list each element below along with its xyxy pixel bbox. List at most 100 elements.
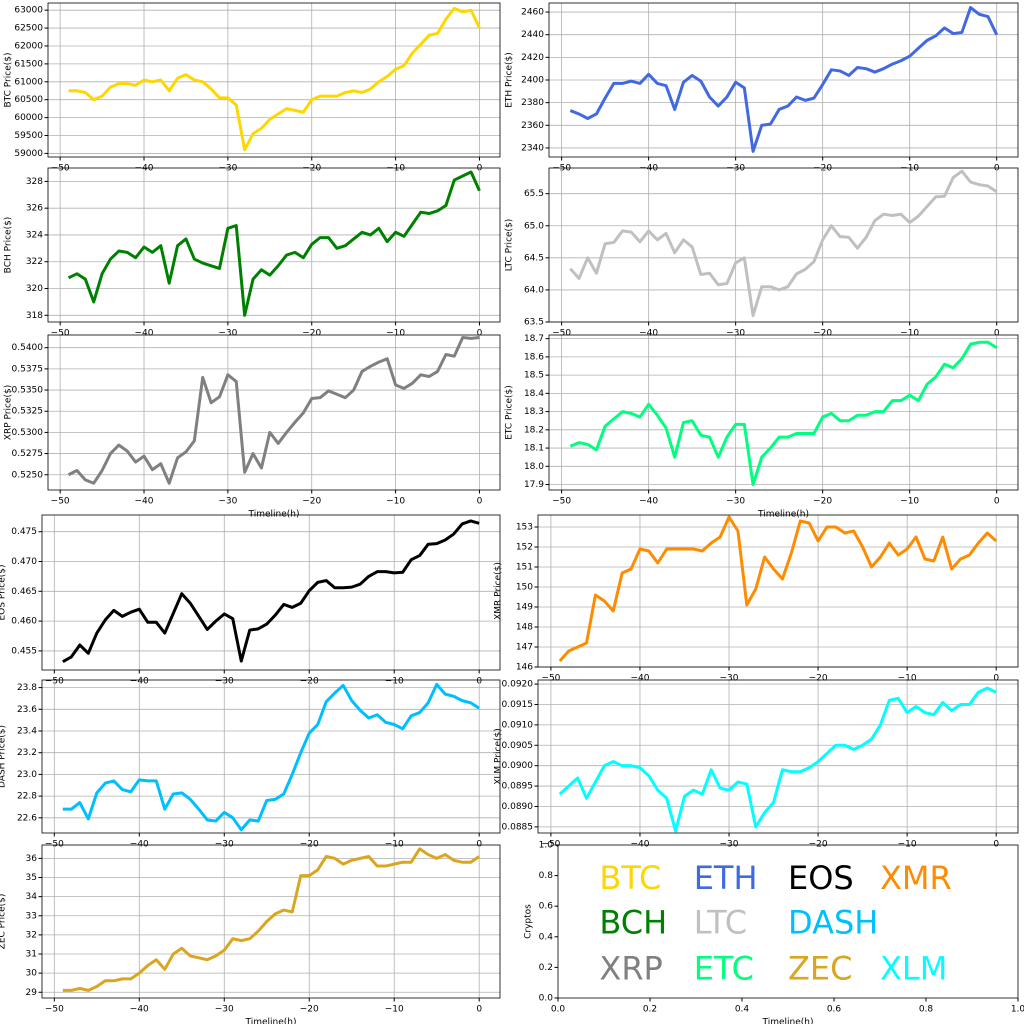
x-tick-label: 0 <box>476 840 482 850</box>
y-tick-label: 0.5250 <box>12 470 44 480</box>
x-tick-label: −30 <box>215 1005 234 1015</box>
y-tick-label: 320 <box>26 284 43 294</box>
y-tick-label: 18.5 <box>524 371 544 381</box>
x-tick-label: 0 <box>994 497 1000 507</box>
x-tick-label: 0 <box>477 329 483 339</box>
x-tick-label: −30 <box>726 329 745 339</box>
y-axis-label: LTC Price($) <box>505 219 515 272</box>
axes-frame <box>557 844 1019 999</box>
y-tick-label: 149 <box>516 603 533 613</box>
y-tick-label: 22.8 <box>17 792 37 802</box>
y-tick-label: 0.0920 <box>502 680 534 690</box>
x-tick-label: −30 <box>726 497 745 507</box>
x-tick-label: −30 <box>720 840 739 850</box>
y-tick-label: 0.0895 <box>502 782 534 792</box>
x-tick-label: −10 <box>900 329 919 339</box>
axes-frame <box>47 2 501 158</box>
y-tick-label: 59500 <box>14 131 43 141</box>
x-axis-label: Timeline(h) <box>248 510 300 520</box>
price-line <box>68 6 481 152</box>
y-tick-label: 153 <box>516 523 533 533</box>
price-line <box>67 336 480 485</box>
x-tick-label: −10 <box>386 497 405 507</box>
y-tick-label: 31 <box>26 950 37 960</box>
crypto-label: XRP <box>599 949 662 987</box>
x-tick-label: −20 <box>300 1005 319 1015</box>
x-tick-label: 0 <box>993 840 999 850</box>
crypto-label: ETH <box>694 859 758 897</box>
x-tick-label: −40 <box>630 840 649 850</box>
y-axis-label: Cryptos <box>524 904 534 939</box>
x-tick-label: −50 <box>45 840 64 850</box>
y-tick-label: 0.0900 <box>502 761 534 771</box>
y-axis-label: BTC Price($) <box>4 53 14 108</box>
x-tick-label: 0 <box>476 1005 482 1015</box>
x-tick-label: −30 <box>720 674 739 684</box>
x-tick-label: −30 <box>215 840 234 850</box>
price-line <box>62 519 480 663</box>
crypto-label: XLM <box>880 949 947 987</box>
y-tick-label: 0.5325 <box>12 407 44 417</box>
y-tick-label: 2360 <box>521 121 544 131</box>
y-tick-label: 62500 <box>14 24 43 34</box>
crypto-label: EOS <box>788 859 854 897</box>
y-tick-label: 0.5400 <box>12 343 44 353</box>
x-axis-label: Timeline(h) <box>757 510 809 520</box>
axes-frame <box>537 679 1019 834</box>
x-tick-label: −20 <box>300 840 319 850</box>
x-tick-label: −20 <box>302 329 321 339</box>
y-tick-label: 18.1 <box>524 444 544 454</box>
y-tick-label: 324 <box>26 230 43 240</box>
price-line <box>569 169 998 318</box>
y-axis-label: XLM Price($) <box>494 728 504 785</box>
price-line <box>67 170 481 317</box>
y-tick-label: 23.2 <box>17 748 37 758</box>
axes-frame <box>47 334 501 491</box>
y-tick-label: 23.4 <box>17 727 37 737</box>
x-axis-label: Timeline(h) <box>762 1018 814 1024</box>
y-tick-label: 0.460 <box>11 617 37 627</box>
x-tick-label: −40 <box>130 840 149 850</box>
y-tick-label: 2420 <box>521 53 544 63</box>
y-tick-label: 318 <box>26 311 43 321</box>
y-tick-label: 2440 <box>521 30 544 40</box>
y-tick-label: 17.9 <box>524 480 544 490</box>
x-tick-label: −50 <box>45 1005 64 1015</box>
crypto-label: DASH <box>788 904 878 942</box>
y-tick-label: 18.2 <box>524 425 544 435</box>
price-line <box>62 847 481 992</box>
y-tick-label: 23.6 <box>17 705 37 715</box>
y-tick-label: 18.6 <box>524 352 544 362</box>
y-tick-label: 60000 <box>14 113 43 123</box>
x-tick-label: −40 <box>135 497 154 507</box>
y-tick-label: 0.5350 <box>12 386 44 396</box>
y-tick-label: 146 <box>516 663 533 673</box>
x-tick-label: −20 <box>813 497 832 507</box>
y-tick-label: 18.0 <box>524 462 544 472</box>
y-tick-label: 63.5 <box>524 318 544 328</box>
y-axis-label: ZEC Price($) <box>0 894 8 950</box>
x-tick-label: −20 <box>809 674 828 684</box>
y-tick-label: 0.6 <box>539 902 554 912</box>
crypto-label: ZEC <box>788 949 852 987</box>
x-tick-label: 1.0 <box>1011 1005 1024 1015</box>
axes-frame <box>41 844 501 999</box>
price-line <box>569 340 998 487</box>
x-tick-label: 0 <box>994 329 1000 339</box>
x-tick-label: −40 <box>639 329 658 339</box>
y-tick-label: 322 <box>26 257 43 267</box>
y-tick-label: 23.8 <box>17 683 37 693</box>
y-tick-label: 1.0 <box>539 841 554 851</box>
x-tick-label: −10 <box>898 840 917 850</box>
y-axis-label: EOS Price($) <box>0 564 8 620</box>
x-tick-label: −40 <box>639 497 658 507</box>
y-tick-label: 63000 <box>14 6 43 16</box>
y-tick-label: 30 <box>26 969 38 979</box>
y-axis-label: ETH Price($) <box>505 52 515 108</box>
y-tick-label: 0.0885 <box>502 822 534 832</box>
y-tick-label: 148 <box>516 623 533 633</box>
x-tick-label: −50 <box>541 674 560 684</box>
y-tick-label: 32 <box>26 930 37 940</box>
price-line <box>569 6 999 153</box>
